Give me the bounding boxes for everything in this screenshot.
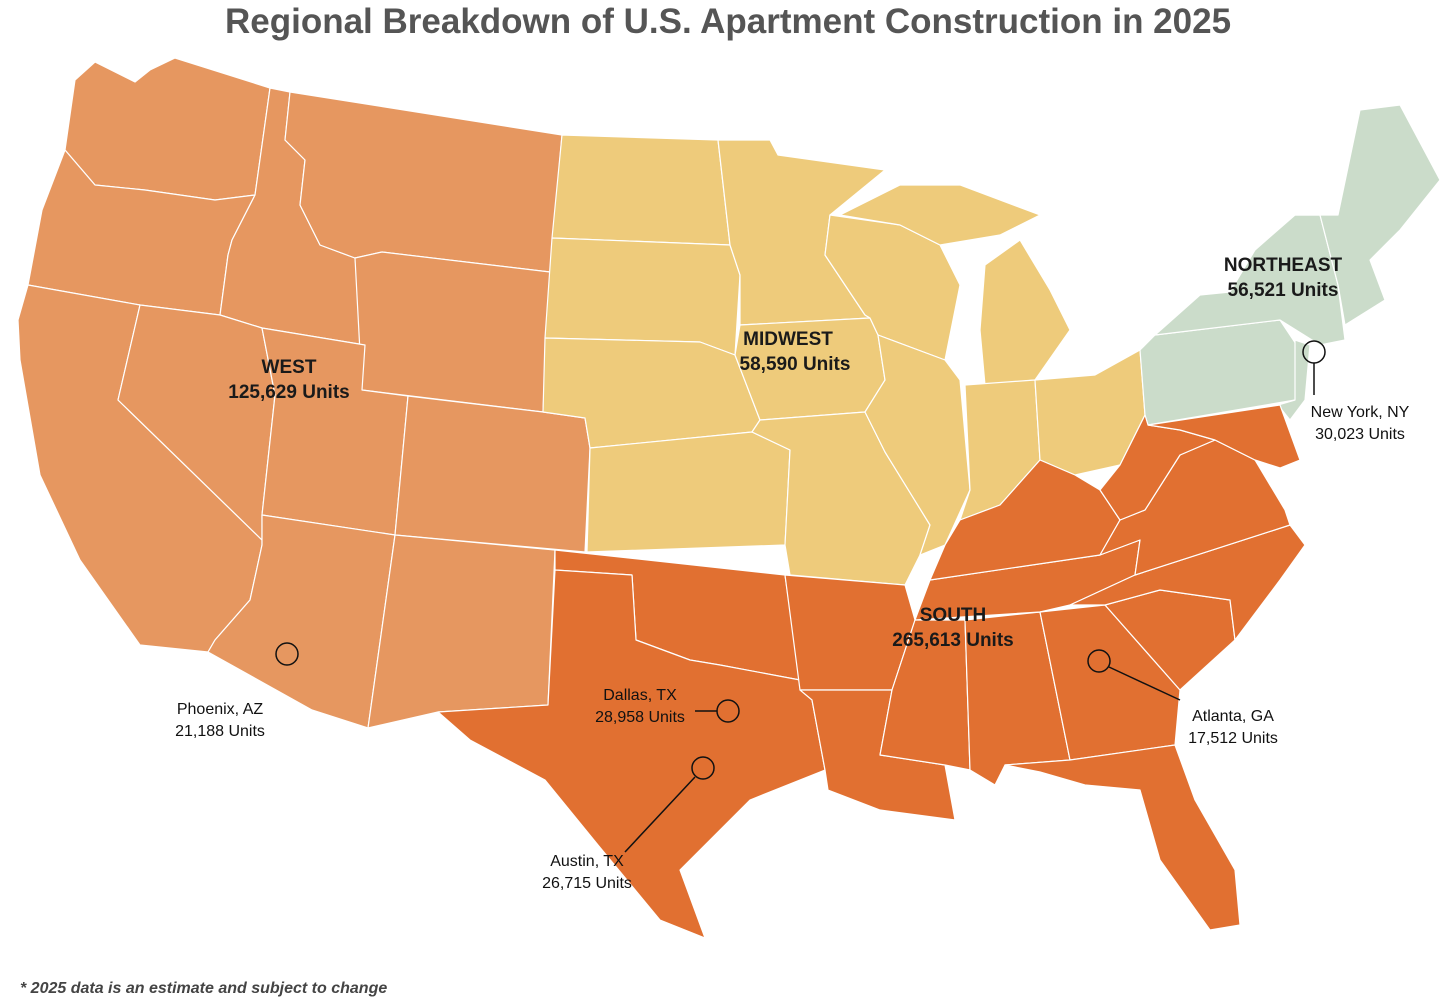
city-name-austin: Austin, TX	[550, 853, 624, 870]
page-title: Regional Breakdown of U.S. Apartment Con…	[224, 2, 1232, 41]
city-units-atlanta: 17,512 Units	[1188, 730, 1278, 747]
city-units-dallas: 28,958 Units	[595, 709, 685, 726]
state-maryland-delaware[interactable]	[1147, 404, 1301, 469]
state-new-mexico[interactable]	[367, 534, 556, 729]
region-label-midwest: MIDWEST	[743, 329, 833, 350]
city-marker-atlanta[interactable]	[1087, 649, 1111, 673]
region-label-south: SOUTH	[920, 605, 987, 626]
region-northeast[interactable]	[1139, 104, 1441, 426]
region-units-west: 125,629 Units	[228, 382, 349, 403]
city-name-new-york: New York, NY	[1311, 404, 1410, 421]
leader-line-atlanta	[1108, 666, 1181, 701]
city-units-phoenix: 21,188 Units	[175, 723, 265, 740]
state-north-dakota[interactable]	[551, 134, 731, 246]
state-south-dakota[interactable]	[544, 237, 741, 356]
state-georgia[interactable]	[1039, 604, 1181, 761]
city-name-atlanta: Atlanta, GA	[1192, 708, 1274, 725]
region-label-northeast: NORTHEAST	[1224, 255, 1343, 276]
city-marker-austin[interactable]	[691, 756, 715, 780]
state-wyoming[interactable]	[354, 251, 551, 413]
region-units-midwest: 58,590 Units	[740, 354, 851, 375]
state-colorado[interactable]	[394, 395, 591, 553]
footnote: * 2025 data is an estimate and subject t…	[20, 980, 388, 997]
state-michigan[interactable]	[839, 184, 1071, 386]
state-new-england[interactable]	[1294, 104, 1441, 326]
state-florida[interactable]	[1004, 744, 1241, 931]
region-west[interactable]	[17, 57, 591, 729]
region-label-west: WEST	[262, 357, 317, 378]
city-name-phoenix: Phoenix, AZ	[177, 701, 264, 718]
state-new-jersey[interactable]	[1277, 339, 1311, 421]
state-montana[interactable]	[284, 91, 563, 273]
city-units-new-york: 30,023 Units	[1315, 426, 1405, 443]
state-texas[interactable]	[437, 569, 826, 939]
city-marker-phoenix[interactable]	[275, 642, 299, 666]
region-midwest[interactable]	[542, 134, 1146, 586]
region-south[interactable]	[437, 404, 1306, 939]
region-units-northeast: 56,521 Units	[1228, 280, 1339, 301]
state-kansas[interactable]	[586, 431, 791, 553]
state-illinois[interactable]	[864, 334, 971, 556]
city-units-austin: 26,715 Units	[542, 875, 632, 892]
leader-line-austin	[624, 776, 696, 853]
region-units-south: 265,613 Units	[892, 630, 1013, 651]
state-washington[interactable]	[64, 57, 271, 201]
city-name-dallas: Dallas, TX	[603, 687, 677, 704]
